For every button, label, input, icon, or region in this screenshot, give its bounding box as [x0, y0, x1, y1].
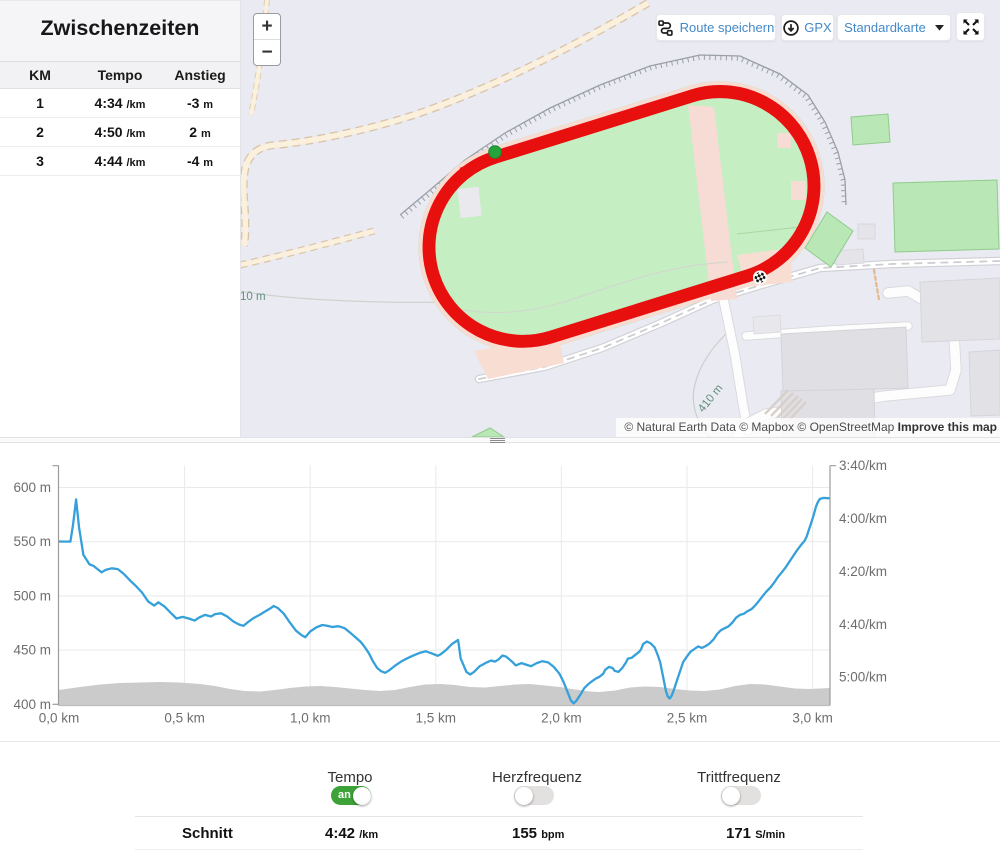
svg-text:1,0 km: 1,0 km [290, 711, 331, 726]
svg-text:0,5 km: 0,5 km [164, 711, 205, 726]
svg-text:500 m: 500 m [13, 588, 51, 603]
svg-text:0,0 km: 0,0 km [39, 711, 80, 726]
svg-text:2,5 km: 2,5 km [667, 711, 708, 726]
svg-text:410 m: 410 m [696, 382, 725, 414]
svg-text:4:00/km: 4:00/km [839, 511, 887, 526]
svg-text:600 m: 600 m [13, 480, 51, 495]
svg-text:400 m: 400 m [13, 697, 51, 712]
svg-text:3:40/km: 3:40/km [839, 458, 887, 473]
svg-text:5:00/km: 5:00/km [839, 670, 887, 685]
svg-text:4:20/km: 4:20/km [839, 564, 887, 579]
svg-text:550 m: 550 m [13, 534, 51, 549]
svg-text:3,0 km: 3,0 km [792, 711, 833, 726]
svg-text:4:40/km: 4:40/km [839, 617, 887, 632]
svg-text:450 m: 450 m [13, 643, 51, 658]
svg-text:10 m: 10 m [241, 291, 266, 303]
svg-text:1,5 km: 1,5 km [416, 711, 457, 726]
svg-text:2,0 km: 2,0 km [541, 711, 582, 726]
